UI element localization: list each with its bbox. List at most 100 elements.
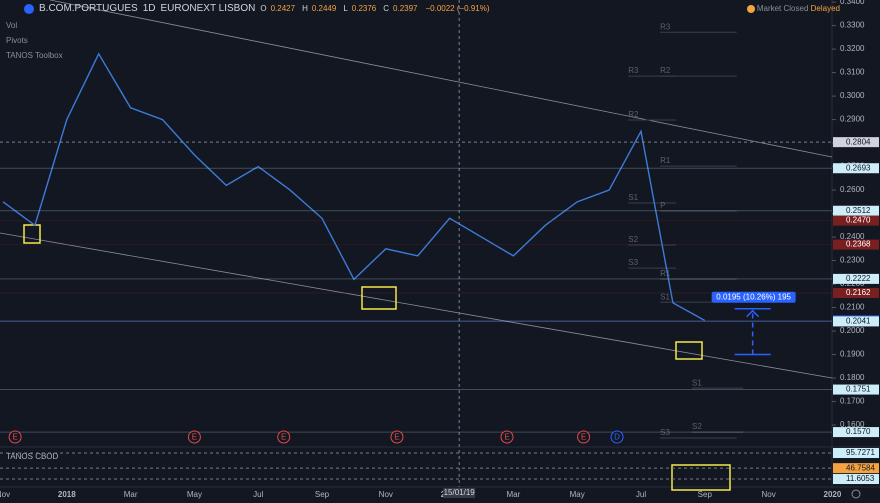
symbol-icon (24, 3, 34, 14)
price-label: 0.2512 (846, 206, 871, 215)
pivot-label: S1 (628, 193, 638, 202)
y-tick-label: 0.2900 (840, 115, 865, 124)
measure-arrowhead (746, 309, 760, 318)
y-tick-label: 0.2300 (840, 256, 865, 265)
price-label-box (833, 427, 879, 438)
pivot-label: R2 (660, 66, 671, 75)
pivot-label: S1 (660, 292, 670, 301)
indicator[interactable]: TANOS Toolbox (6, 51, 63, 60)
price-label-box (833, 163, 879, 174)
oscillator-label-box (833, 463, 879, 474)
event-marker (277, 430, 291, 444)
x-tick-label: Mar (124, 490, 138, 499)
event-label: E (192, 433, 197, 442)
delayed: Delayed (810, 4, 840, 13)
event-label: D (614, 433, 620, 442)
price-label: 0.2368 (846, 240, 871, 249)
ohlc-label: C (383, 4, 390, 13)
exchange: EURONEXT LISBON (160, 3, 256, 14)
y-tick-label: 0.3100 (840, 68, 865, 77)
event-label: E (12, 433, 17, 442)
x-tick-label: Nov (0, 490, 10, 499)
symbol[interactable]: B.COM.PORTUGUES (39, 3, 138, 14)
price-label: 0.2470 (846, 216, 871, 225)
header: B.COM.PORTUGUES 1D EURONEXT LISBON O 0.24… (0, 3, 490, 14)
x-tick-label: 2018 (58, 490, 76, 499)
y-tick-label: 0.1600 (840, 420, 865, 429)
highlight-box (23, 224, 41, 244)
oscillator-label-box (833, 448, 879, 459)
x-tick-label: Jul (253, 490, 263, 499)
x-tick-label: 2020 (824, 490, 842, 499)
price-label-box (833, 273, 879, 284)
oscillator-label-box (833, 474, 879, 485)
event-label: E (394, 433, 399, 442)
event-label: E (281, 433, 286, 442)
price-label-box (833, 384, 879, 395)
ohlc-value: 0.2449 (311, 4, 337, 13)
measure-label: 0.0195 (10.26%) 195 (716, 292, 791, 301)
event-marker (8, 430, 22, 444)
x-tick-label: Nov (761, 490, 775, 499)
pivot-label: S3 (628, 258, 638, 267)
event-label: E (581, 433, 586, 442)
price-label-box (833, 316, 879, 327)
y-tick-label: 0.3300 (840, 21, 865, 30)
x-tick-label: Sep (315, 490, 330, 499)
y-tick-label: 0.2600 (840, 185, 865, 194)
crosshair-price-box (833, 137, 879, 148)
x-tick-label: May (187, 490, 202, 499)
trend-line (49, 0, 833, 158)
indicator[interactable]: Pivots (6, 36, 28, 45)
price-label: 0.2041 (846, 317, 871, 326)
event-marker (610, 430, 624, 444)
crosshair-price: 0.2804 (846, 137, 871, 146)
pivot-label: R3 (628, 66, 639, 75)
y-tick-label: 0.3400 (840, 0, 865, 6)
pivot-label: R1 (660, 269, 671, 278)
ohlc-value: 0.2397 (393, 4, 418, 13)
y-tick-label: 0.1700 (840, 397, 865, 406)
oscillator-label: 46.7584 (846, 463, 875, 472)
y-tick-label: 0.1900 (840, 350, 865, 359)
highlight-boxes (23, 224, 731, 491)
crosshair-date-box (443, 488, 476, 498)
x-tick-label: Sep (698, 490, 713, 499)
ohlc: O 0.2427 H 0.2449 L 0.2376 C 0.2397 (260, 4, 420, 13)
event-marker (390, 430, 404, 444)
event-marker (577, 430, 591, 444)
interval[interactable]: 1D (142, 3, 156, 14)
x-tick-label: Nov (379, 490, 393, 499)
pivot-label: S3 (660, 428, 670, 437)
y-tick-label: 0.2100 (840, 303, 865, 312)
pivot-label: R3 (660, 22, 671, 31)
price-label-box (833, 205, 879, 216)
event-label: E (504, 433, 509, 442)
pivot-label: S2 (692, 422, 702, 431)
x-tick-label: May (570, 490, 585, 499)
price-label-box (833, 215, 879, 226)
event-marker (500, 430, 514, 444)
pivot-label: S1 (692, 378, 702, 387)
settings-icon[interactable] (851, 489, 861, 499)
crosshair-date: 15/01/19 (444, 488, 476, 497)
market-closed: Market Closed (756, 4, 809, 13)
ohlc-label: L (343, 4, 348, 13)
indicator[interactable]: Vol (6, 21, 18, 30)
trend-line (0, 232, 833, 379)
y-tick-label: 0.3000 (840, 91, 865, 100)
pivot-label: P (660, 201, 665, 210)
price-label: 0.2222 (846, 274, 871, 283)
pivot-label: S2 (628, 235, 638, 244)
oscillator-label: 95.7271 (846, 448, 875, 457)
x-tick-label: Jul (636, 490, 646, 499)
y-tick-label: 0.2400 (840, 232, 865, 241)
measure-box (711, 291, 796, 303)
price-label-box (833, 287, 879, 298)
y-tick-label: 0.1800 (840, 373, 865, 382)
x-tick-label: Mar (507, 490, 521, 499)
pivot-label: R1 (660, 156, 671, 165)
highlight-box (675, 341, 703, 360)
